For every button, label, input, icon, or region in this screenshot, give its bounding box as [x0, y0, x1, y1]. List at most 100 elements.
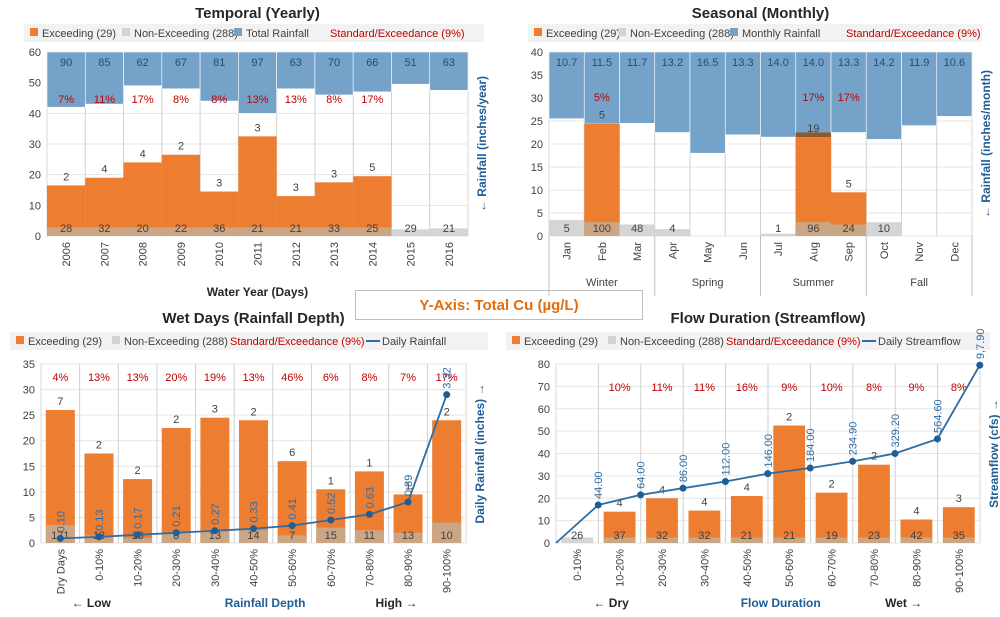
legend-label: Total Rainfall: [246, 28, 309, 40]
exceedance-percent: 11%: [694, 382, 715, 394]
line-point: [443, 391, 451, 399]
y-tick-label: 10: [23, 487, 35, 499]
x-tick-label: Dec: [949, 242, 961, 262]
x-tick-label: 30-40%: [699, 549, 711, 587]
legend-swatch: [618, 28, 626, 36]
exceedance-percent: 8%: [951, 382, 967, 394]
legend-swatch: [234, 28, 242, 36]
rainfall-label: 14.0: [767, 57, 788, 69]
exceedance-percent: 4%: [52, 372, 68, 384]
line-point: [56, 534, 64, 542]
rainfall-bar: [123, 51, 163, 87]
season-group-label: Spring: [692, 277, 724, 289]
right-axis-title: Streamflow (cfs) →: [987, 399, 1000, 508]
nonexceeding-bar: [353, 227, 392, 236]
y-tick-label: 15: [531, 162, 543, 174]
chart-title: Temporal (Yearly): [195, 5, 320, 22]
nonexceeding-bar: [688, 537, 721, 543]
exceeding-bar: [584, 123, 620, 236]
x-tick-label: 60-70%: [326, 549, 338, 587]
axis-nav-middle: Flow Duration: [741, 596, 821, 610]
nonexceeding-count: 21: [443, 223, 455, 235]
exceeding-count: 3: [216, 178, 222, 190]
x-tick-label: Nov: [914, 242, 926, 262]
rainfall-label: 16.5: [697, 57, 718, 69]
nonexceeding-bar: [161, 532, 191, 543]
exceeding-bar: [200, 417, 230, 543]
exceeding-bar: [161, 427, 191, 543]
x-tick-label: 70-80%: [364, 549, 376, 587]
exceedance-percent: 20%: [165, 372, 187, 384]
rainfall-label: 70: [328, 57, 340, 69]
legend-label: Daily Streamflow: [878, 336, 961, 348]
y-tick-label: 50: [538, 426, 550, 438]
nonexceeding-count: 26: [571, 530, 583, 542]
line-point: [95, 533, 103, 541]
legend-label: Non-Exceeding (288): [134, 28, 238, 40]
y-tick-label: 40: [29, 108, 41, 120]
exceeding-bar: [858, 464, 890, 543]
y-tick-label: 70: [538, 381, 550, 393]
line-point-label: 146.00: [763, 434, 775, 468]
nonexceeding-count: 28: [60, 223, 72, 235]
nonexceeding-bar: [773, 537, 806, 543]
line-point-label: 0.33: [249, 501, 261, 522]
exceeding-count: 2: [786, 412, 792, 424]
nonexceeding-bar: [391, 229, 430, 236]
line-point: [721, 477, 729, 485]
season-group-label: Fall: [910, 277, 928, 289]
nonexceeding-count: 21: [741, 530, 753, 542]
exceeding-count: 3: [293, 182, 299, 194]
exceedance-percent: 19%: [204, 372, 226, 384]
exceeding-count: 1: [405, 480, 411, 492]
nonexceeding-count: 33: [328, 223, 340, 235]
y-tick-label: 30: [538, 471, 550, 483]
line-point-label: 86.00: [678, 455, 690, 483]
rainfall-bar: [654, 51, 691, 133]
rainfall-label: 11.7: [627, 57, 648, 69]
exceeding-count: 4: [101, 164, 107, 176]
exceeding-count: 2: [96, 440, 102, 452]
rainfall-label: 13.2: [662, 57, 683, 69]
y-tick-label: 15: [23, 461, 35, 473]
legend-label: Standard/Exceedance (9%): [330, 28, 465, 40]
axis-nav-left: ← Dry: [593, 596, 629, 610]
nonexceeding-count: 10: [441, 530, 453, 542]
exceeding-count: 4: [701, 497, 707, 509]
nonexceeding-count: 100: [593, 223, 611, 235]
exceedance-percent: 16%: [736, 382, 758, 394]
nonexceeding-bar: [831, 224, 867, 236]
y-tick-label: 10: [538, 516, 550, 528]
nonexceeding-count: 21: [783, 530, 795, 542]
exceedance-percent: 17%: [132, 94, 154, 106]
nonexceeding-bar: [123, 227, 162, 236]
exceeding-count: 3: [956, 493, 962, 505]
rainfall-label: 13.3: [838, 57, 859, 69]
nonexceeding-bar: [85, 227, 124, 236]
nonexceeding-count: 29: [404, 223, 416, 235]
x-tick-label: 20-30%: [171, 549, 183, 587]
legend-band: [24, 24, 484, 42]
x-tick-label: 80-90%: [403, 549, 415, 587]
exceedance-percent: 13%: [88, 372, 110, 384]
nonexceeding-count: 32: [98, 223, 110, 235]
line-point-label: 0.27: [210, 503, 222, 524]
x-tick-label: 0-10%: [572, 549, 584, 581]
exceedance-percent: 13%: [127, 372, 149, 384]
nonexceeding-count: 36: [213, 223, 225, 235]
x-tick-label: 2015: [406, 242, 418, 266]
exceedance-percent: 9%: [908, 382, 924, 394]
legend-band: [506, 332, 990, 350]
exceeding-count: 2: [250, 406, 256, 418]
rainfall-label: 63: [443, 57, 455, 69]
line-point-label: 0.13: [94, 509, 106, 530]
rainfall-bar: [276, 51, 316, 90]
nonexceeding-count: 32: [656, 530, 668, 542]
exceeding-bar: [277, 461, 307, 543]
exceeding-count: 5: [599, 109, 605, 121]
x-tick-label: Dry Days: [55, 549, 67, 595]
nonexceeding-count: 10: [878, 223, 890, 235]
chart-flowduration: Flow Duration (Streamflow) Exceeding (29)…: [506, 310, 1000, 610]
x-tick-label: Oct: [879, 242, 891, 259]
